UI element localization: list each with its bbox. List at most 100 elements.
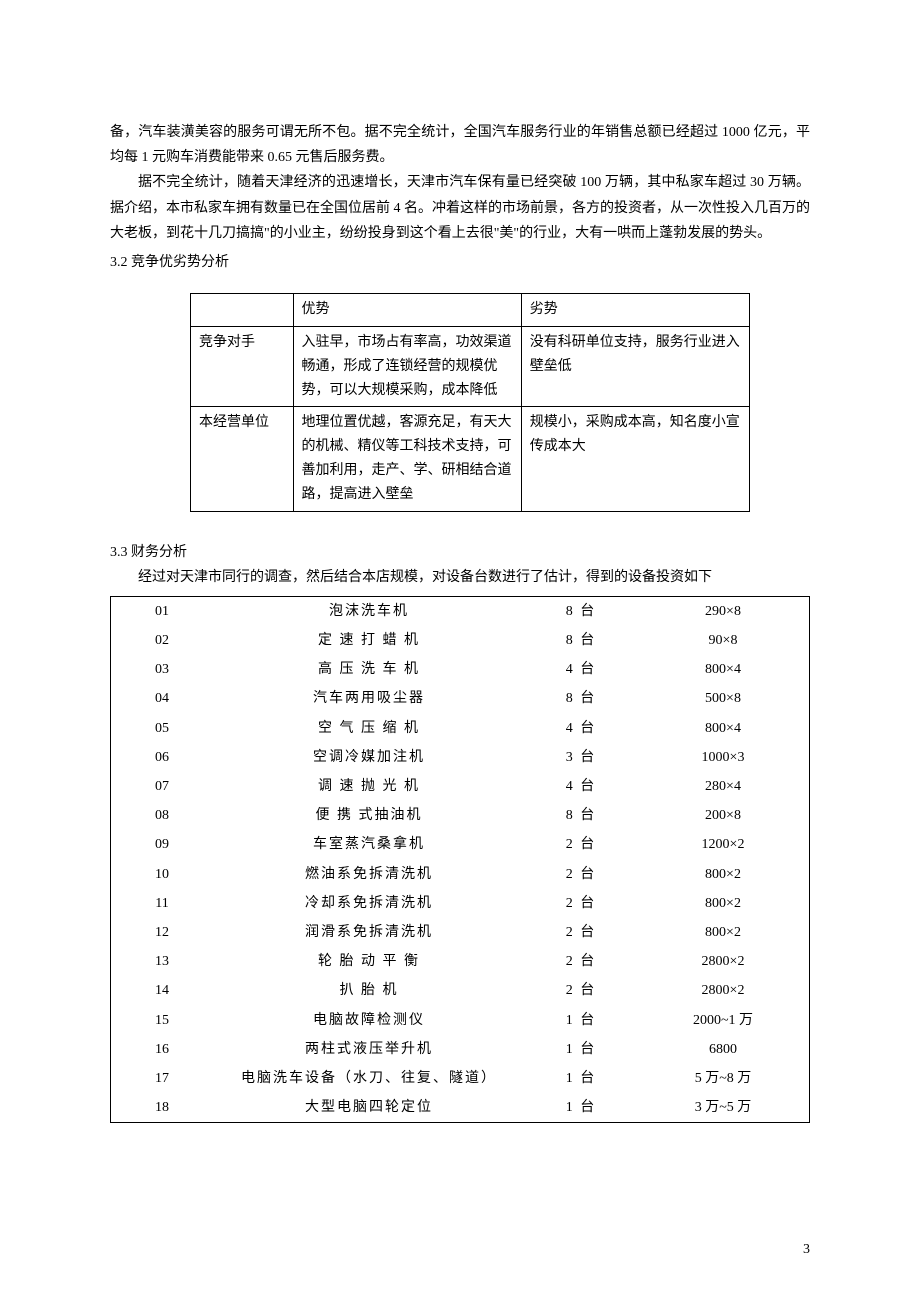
equipment-qty: 2 台	[525, 918, 637, 947]
equipment-name: 高 压 洗 车 机	[213, 655, 525, 684]
equipment-name: 电脑故障检测仪	[213, 1006, 525, 1035]
equipment-qty: 1 台	[525, 1064, 637, 1093]
equipment-no: 07	[111, 772, 214, 801]
equipment-qty: 4 台	[525, 655, 637, 684]
equipment-qty: 1 台	[525, 1006, 637, 1035]
equipment-name: 轮 胎 动 平 衡	[213, 947, 525, 976]
equipment-name: 电脑洗车设备（水刀、往复、隧道）	[213, 1064, 525, 1093]
swot-competitor-label: 竞争对手	[191, 326, 294, 406]
equipment-row: 14扒 胎 机2 台2800×2	[111, 976, 810, 1005]
equipment-qty: 8 台	[525, 684, 637, 713]
section-heading-32: 3.2 竞争优劣势分析	[110, 250, 810, 275]
equipment-price: 1200×2	[637, 830, 810, 859]
equipment-price: 1000×3	[637, 743, 810, 772]
equipment-price: 500×8	[637, 684, 810, 713]
equipment-price: 6800	[637, 1035, 810, 1064]
equipment-price: 280×4	[637, 772, 810, 801]
equipment-no: 11	[111, 889, 214, 918]
equipment-no: 14	[111, 976, 214, 1005]
equipment-row: 02定 速 打 蜡 机8 台90×8	[111, 626, 810, 655]
equipment-row: 15电脑故障检测仪1 台2000~1 万	[111, 1006, 810, 1035]
swot-self-adv: 地理位置优越，客源充足，有天大的机械、精仪等工科技术支持，可善加利用，走产、学、…	[293, 407, 521, 511]
swot-analysis-table: 优势 劣势 竞争对手 入驻早，市场占有率高，功效渠道畅通，形成了连锁经营的规模优…	[190, 293, 750, 511]
equipment-investment-table: 01泡沫洗车机8 台290×802定 速 打 蜡 机8 台90×803高 压 洗…	[110, 596, 810, 1123]
equipment-name: 调 速 抛 光 机	[213, 772, 525, 801]
swot-header-blank	[191, 294, 294, 327]
equipment-qty: 1 台	[525, 1035, 637, 1064]
equipment-row: 04汽车两用吸尘器8 台500×8	[111, 684, 810, 713]
equipment-no: 01	[111, 596, 214, 626]
equipment-qty: 2 台	[525, 889, 637, 918]
swot-self-row: 本经营单位 地理位置优越，客源充足，有天大的机械、精仪等工科技术支持，可善加利用…	[191, 407, 750, 511]
equipment-row: 05空 气 压 缩 机4 台800×4	[111, 714, 810, 743]
equipment-price: 3 万~5 万	[637, 1093, 810, 1123]
equipment-qty: 2 台	[525, 947, 637, 976]
equipment-price: 5 万~8 万	[637, 1064, 810, 1093]
equipment-qty: 8 台	[525, 801, 637, 830]
equipment-price: 800×4	[637, 655, 810, 684]
equipment-row: 09车室蒸汽桑拿机2 台1200×2	[111, 830, 810, 859]
equipment-no: 10	[111, 860, 214, 889]
equipment-row: 08便 携 式抽油机8 台200×8	[111, 801, 810, 830]
paragraph-financial-intro: 经过对天津市同行的调查，然后结合本店规模，对设备台数进行了估计，得到的设备投资如…	[110, 565, 810, 590]
equipment-qty: 2 台	[525, 860, 637, 889]
swot-competitor-adv: 入驻早，市场占有率高，功效渠道畅通，形成了连锁经营的规模优势，可以大规模采购，成…	[293, 326, 521, 406]
equipment-name: 空 气 压 缩 机	[213, 714, 525, 743]
swot-competitor-row: 竞争对手 入驻早，市场占有率高，功效渠道畅通，形成了连锁经营的规模优势，可以大规…	[191, 326, 750, 406]
equipment-price: 2000~1 万	[637, 1006, 810, 1035]
equipment-price: 800×2	[637, 860, 810, 889]
equipment-name: 便 携 式抽油机	[213, 801, 525, 830]
equipment-no: 05	[111, 714, 214, 743]
swot-header-advantage: 优势	[293, 294, 521, 327]
swot-self-label: 本经营单位	[191, 407, 294, 511]
equipment-row: 16两柱式液压举升机1 台6800	[111, 1035, 810, 1064]
equipment-no: 18	[111, 1093, 214, 1123]
equipment-qty: 4 台	[525, 772, 637, 801]
equipment-row: 03高 压 洗 车 机4 台800×4	[111, 655, 810, 684]
swot-header-disadvantage: 劣势	[521, 294, 749, 327]
equipment-name: 润滑系免拆清洗机	[213, 918, 525, 947]
paragraph-market: 据不完全统计，随着天津经济的迅速增长，天津市汽车保有量已经突破 100 万辆，其…	[110, 170, 810, 246]
equipment-qty: 2 台	[525, 830, 637, 859]
swot-competitor-dis: 没有科研单位支持，服务行业进入壁垒低	[521, 326, 749, 406]
equipment-row: 12润滑系免拆清洗机2 台800×2	[111, 918, 810, 947]
equipment-qty: 8 台	[525, 596, 637, 626]
swot-self-dis: 规模小，采购成本高，知名度小宣传成本大	[521, 407, 749, 511]
equipment-qty: 4 台	[525, 714, 637, 743]
equipment-no: 15	[111, 1006, 214, 1035]
document-page: 备，汽车装潢美容的服务可谓无所不包。据不完全统计，全国汽车服务行业的年销售总额已…	[0, 0, 920, 1302]
equipment-name: 泡沫洗车机	[213, 596, 525, 626]
equipment-row: 07调 速 抛 光 机4 台280×4	[111, 772, 810, 801]
equipment-no: 03	[111, 655, 214, 684]
equipment-row: 18大型电脑四轮定位1 台3 万~5 万	[111, 1093, 810, 1123]
equipment-qty: 2 台	[525, 976, 637, 1005]
equipment-name: 汽车两用吸尘器	[213, 684, 525, 713]
equipment-no: 04	[111, 684, 214, 713]
equipment-name: 冷却系免拆清洗机	[213, 889, 525, 918]
equipment-name: 两柱式液压举升机	[213, 1035, 525, 1064]
equipment-price: 200×8	[637, 801, 810, 830]
equipment-price: 90×8	[637, 626, 810, 655]
equipment-row: 06空调冷媒加注机3 台1000×3	[111, 743, 810, 772]
equipment-no: 13	[111, 947, 214, 976]
equipment-row: 11冷却系免拆清洗机2 台800×2	[111, 889, 810, 918]
equipment-name: 扒 胎 机	[213, 976, 525, 1005]
equipment-price: 800×4	[637, 714, 810, 743]
equipment-no: 16	[111, 1035, 214, 1064]
equipment-no: 06	[111, 743, 214, 772]
equipment-no: 08	[111, 801, 214, 830]
equipment-no: 12	[111, 918, 214, 947]
equipment-name: 车室蒸汽桑拿机	[213, 830, 525, 859]
equipment-name: 定 速 打 蜡 机	[213, 626, 525, 655]
equipment-price: 800×2	[637, 918, 810, 947]
equipment-price: 2800×2	[637, 976, 810, 1005]
equipment-row: 17电脑洗车设备（水刀、往复、隧道）1 台5 万~8 万	[111, 1064, 810, 1093]
page-number: 3	[803, 1237, 810, 1262]
paragraph-continuation: 备，汽车装潢美容的服务可谓无所不包。据不完全统计，全国汽车服务行业的年销售总额已…	[110, 120, 810, 170]
equipment-name: 大型电脑四轮定位	[213, 1093, 525, 1123]
swot-header-row: 优势 劣势	[191, 294, 750, 327]
equipment-name: 空调冷媒加注机	[213, 743, 525, 772]
equipment-no: 17	[111, 1064, 214, 1093]
equipment-no: 09	[111, 830, 214, 859]
equipment-qty: 8 台	[525, 626, 637, 655]
